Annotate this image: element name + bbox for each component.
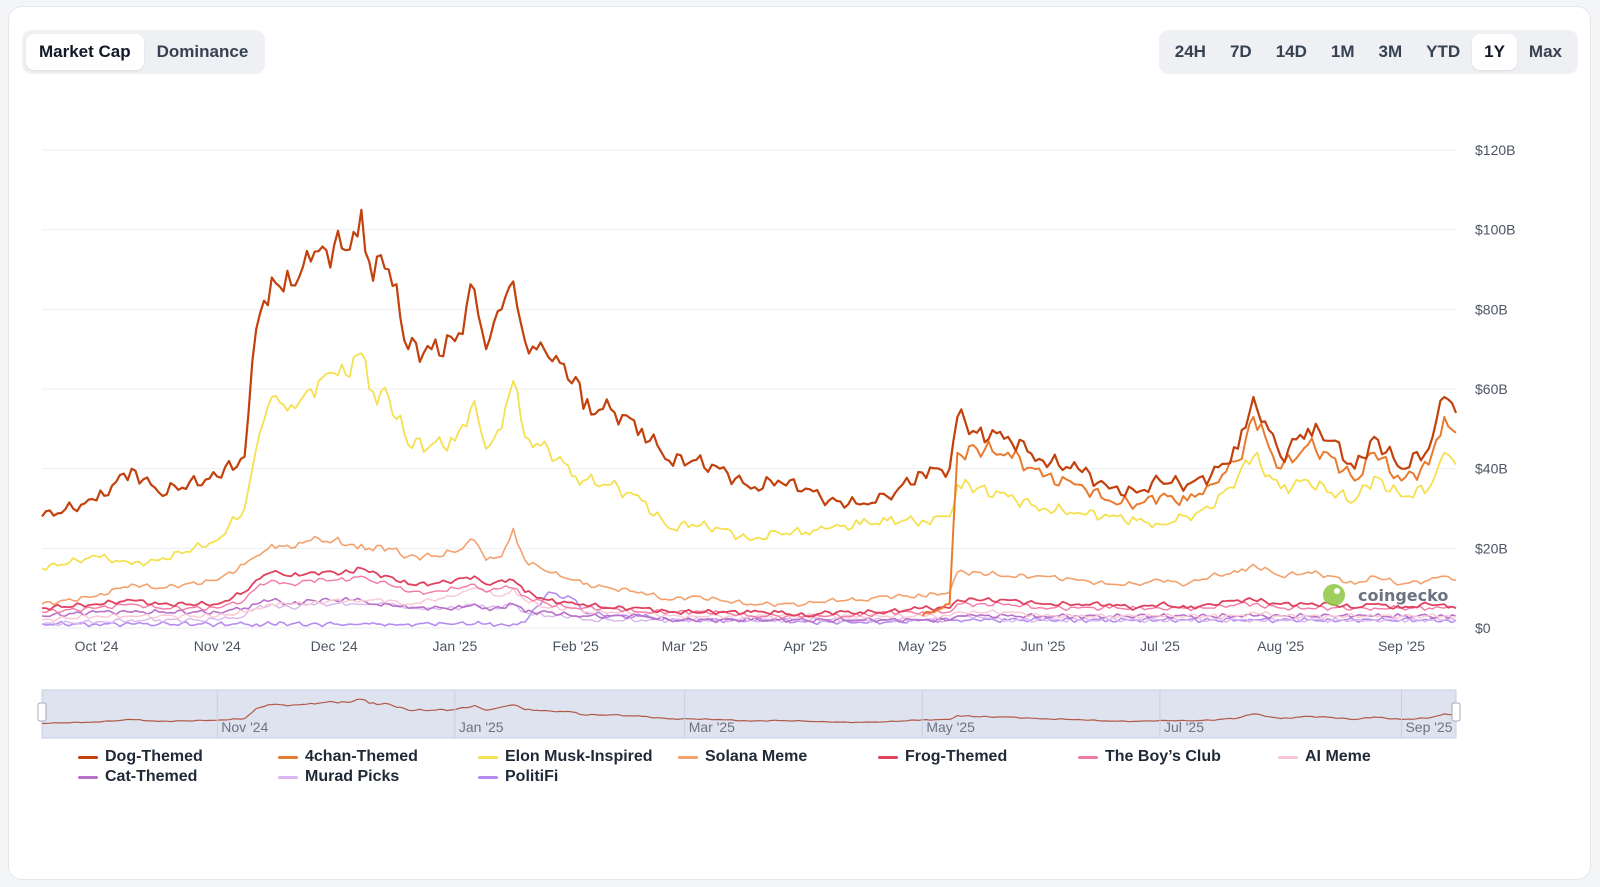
legend-swatch <box>678 755 698 759</box>
legend-swatch <box>1078 755 1098 759</box>
navigator-label: Sep '25 <box>1405 719 1452 735</box>
x-tick-label: Jan '25 <box>433 638 478 654</box>
legend-swatch <box>278 775 298 779</box>
y-tick-label: $80B <box>1475 301 1508 317</box>
legend-label: Dog-Themed <box>105 748 203 765</box>
legend-item-murad-picks[interactable]: Murad Picks <box>278 768 478 786</box>
legend-label: 4chan-Themed <box>305 748 418 765</box>
navigator-right-handle[interactable] <box>1451 702 1461 722</box>
legend-swatch <box>78 755 98 759</box>
legend-swatch <box>878 755 898 759</box>
y-tick-label: $60B <box>1475 381 1508 397</box>
navigator-label: Jan '25 <box>459 719 504 735</box>
x-tick-label: Jun '25 <box>1021 638 1066 654</box>
metric-toggle: Market Cap Dominance <box>22 30 266 74</box>
range-ytd-button[interactable]: YTD <box>1414 34 1472 70</box>
x-tick-label: Aug '25 <box>1257 638 1304 654</box>
legend-label: AI Meme <box>1305 748 1371 765</box>
navigator-label: Mar '25 <box>689 719 735 735</box>
y-tick-label: $0 <box>1475 620 1491 636</box>
y-tick-label: $20B <box>1475 540 1508 556</box>
range-selector: 24H 7D 14D 1M 3M YTD 1Y Max <box>1158 30 1578 74</box>
series-line-the-boy-s-club <box>41 575 1457 620</box>
range-14d-button[interactable]: 14D <box>1264 34 1319 70</box>
legend-item-the-boy-s-club[interactable]: The Boy’s Club <box>1078 748 1278 766</box>
navigator-label: Nov '24 <box>221 719 268 735</box>
navigator-label: May '25 <box>926 719 975 735</box>
legend-swatch <box>278 755 298 759</box>
legend-label: Cat-Themed <box>105 768 198 785</box>
legend-item-frog-themed[interactable]: Frog-Themed <box>878 748 1078 766</box>
x-tick-label: Feb '25 <box>553 638 599 654</box>
series-line-murad-picks <box>41 601 1457 627</box>
legend-swatch <box>478 755 498 759</box>
series-line-ai-meme <box>41 586 1457 623</box>
legend-item-solana-meme[interactable]: Solana Meme <box>678 748 878 766</box>
series-line-dog-themed <box>41 208 1458 518</box>
series-line-frog-themed <box>42 566 1457 618</box>
chart-legend: Dog-Themed 4chan-Themed Elon Musk-Inspired… <box>78 748 1518 786</box>
series-line-cat-themed <box>41 596 1457 624</box>
legend-swatch <box>1278 755 1298 759</box>
y-tick-label: $100B <box>1475 222 1515 238</box>
coingecko-watermark: coingecko <box>1323 584 1448 606</box>
legend-item-ai-meme[interactable]: AI Meme <box>1278 748 1478 766</box>
watermark-text: coingecko <box>1358 586 1448 605</box>
legend-label: Murad Picks <box>305 768 400 785</box>
range-24h-button[interactable]: 24H <box>1163 34 1218 70</box>
coingecko-logo-icon <box>1323 584 1345 606</box>
market-cap-chart: $0 $20B $40B $60B $80B $100B $120B Oct '24 Nov '… <box>37 142 1515 739</box>
series-line-elon-musk-inspired <box>41 352 1457 571</box>
x-tick-label: May '25 <box>898 638 947 654</box>
legend-swatch <box>78 775 98 779</box>
legend-item-politifi[interactable]: PolitiFi <box>478 768 678 786</box>
range-3m-button[interactable]: 3M <box>1367 34 1415 70</box>
legend-label: Frog-Themed <box>905 748 1008 765</box>
legend-label: PolitiFi <box>505 768 559 785</box>
legend-swatch <box>478 775 498 779</box>
x-tick-label: Oct '24 <box>75 638 119 654</box>
x-tick-label: Jul '25 <box>1140 638 1180 654</box>
tab-dominance[interactable]: Dominance <box>144 34 262 70</box>
legend-label: The Boy’s Club <box>1105 748 1221 765</box>
series-line-solana-meme <box>41 527 1457 608</box>
x-tick-label: Nov '24 <box>194 638 241 654</box>
legend-label: Solana Meme <box>705 748 808 765</box>
x-tick-label: Mar '25 <box>662 638 708 654</box>
x-tick-label: Dec '24 <box>311 638 358 654</box>
navigator-line <box>41 698 1453 725</box>
navigator-label: Jul '25 <box>1164 719 1204 735</box>
y-tick-label: $120B <box>1475 142 1515 158</box>
range-1m-button[interactable]: 1M <box>1319 34 1367 70</box>
navigator-left-handle[interactable] <box>37 702 47 722</box>
range-7d-button[interactable]: 7D <box>1218 34 1264 70</box>
x-tick-label: Apr '25 <box>784 638 828 654</box>
legend-item-cat-themed[interactable]: Cat-Themed <box>78 768 278 786</box>
coingecko-logo-eye-icon <box>1334 588 1340 594</box>
legend-item-elon-musk-inspired[interactable]: Elon Musk-Inspired <box>478 748 678 766</box>
range-1y-button[interactable]: 1Y <box>1472 34 1517 70</box>
range-max-button[interactable]: Max <box>1517 34 1574 70</box>
legend-item-dog-themed[interactable]: Dog-Themed <box>78 748 278 766</box>
x-tick-label: Sep '25 <box>1378 638 1425 654</box>
legend-label: Elon Musk-Inspired <box>505 748 653 765</box>
tab-market-cap[interactable]: Market Cap <box>26 34 144 70</box>
legend-item-4chan-themed[interactable]: 4chan-Themed <box>278 748 478 766</box>
y-tick-label: $40B <box>1475 461 1508 477</box>
